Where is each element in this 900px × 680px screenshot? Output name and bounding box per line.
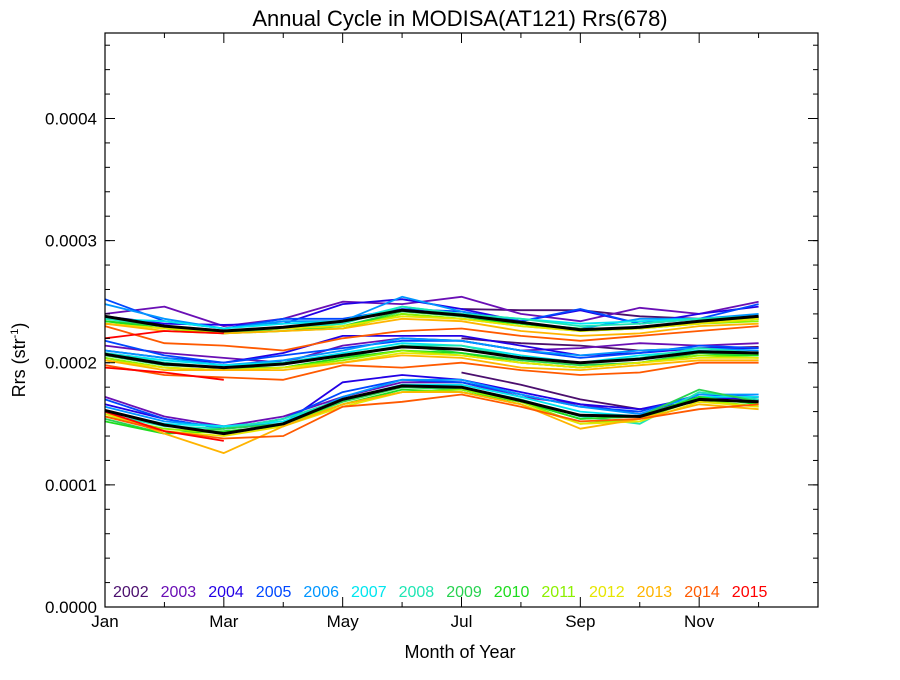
legend-item-2015: 2015 xyxy=(732,584,768,601)
y-axis-label-main: Rrs (str xyxy=(9,338,29,397)
y-tick-label: 0.0004 xyxy=(45,109,97,128)
series-line-2009-lower xyxy=(104,386,759,435)
chart-title: Annual Cycle in MODISA(AT121) Rrs(678) xyxy=(252,6,667,31)
series-line-2013-middle xyxy=(104,354,759,371)
y-tick-label: 0.0001 xyxy=(45,476,97,495)
series-line-2014-middle xyxy=(104,361,759,381)
legend-item-2002: 2002 xyxy=(113,584,149,601)
series-line-2015-middle xyxy=(104,366,224,381)
y-axis-label-superscript: -1 xyxy=(9,329,21,339)
legend-item-2004: 2004 xyxy=(208,584,244,601)
series-line-2014-upper xyxy=(104,325,759,352)
legend-item-2011: 2011 xyxy=(541,584,576,601)
x-tick-label: Jan xyxy=(91,612,118,631)
legend-item-2006: 2006 xyxy=(303,584,339,601)
series-line-2007-middle xyxy=(104,342,759,367)
mean-lines xyxy=(104,308,759,436)
x-tick-label: May xyxy=(327,612,360,631)
x-tick-label: Sep xyxy=(565,612,595,631)
legend-item-2005: 2005 xyxy=(256,584,292,601)
legend-item-2013: 2013 xyxy=(637,584,673,601)
legend-item-2007: 2007 xyxy=(351,584,387,601)
series-line-2005-lower xyxy=(104,378,759,430)
mean-line-lower xyxy=(104,384,759,436)
legend-item-2009: 2009 xyxy=(446,584,482,601)
axes: Jan Mar May Jul Sep Nov 0.0000 0.0001 0.0002 0.00… xyxy=(45,32,819,631)
x-tick-label: Nov xyxy=(684,612,715,631)
y-tick-label: 0.0000 xyxy=(45,598,97,617)
series-line-2015-lower xyxy=(104,410,224,442)
mean-line-middle xyxy=(104,345,759,370)
legend-item-2014: 2014 xyxy=(684,584,720,601)
series-line-2003-upper xyxy=(104,295,759,327)
y-axis-label: Rrs (str-1) xyxy=(9,323,29,398)
legend-item-2003: 2003 xyxy=(161,584,197,601)
legend: 2002 2003 2004 2005 2006 2007 2008 2009 2010 2011… xyxy=(113,584,767,601)
legend-item-2010: 2010 xyxy=(494,584,530,601)
series-line-2005-middle xyxy=(104,339,759,364)
series-line-2014-lower xyxy=(104,393,759,440)
legend-item-2012: 2012 xyxy=(589,584,625,601)
series-line-2015-upper xyxy=(104,330,224,340)
x-tick-label: Mar xyxy=(209,612,239,631)
x-tick-label: Jul xyxy=(451,612,473,631)
x-axis-label: Month of Year xyxy=(404,642,515,662)
y-axis-label-close: ) xyxy=(9,323,29,329)
legend-item-2008: 2008 xyxy=(399,584,435,601)
y-tick-label: 0.0002 xyxy=(45,354,97,373)
mean-line-upper xyxy=(104,308,759,333)
y-tick-label: 0.0003 xyxy=(45,232,97,251)
